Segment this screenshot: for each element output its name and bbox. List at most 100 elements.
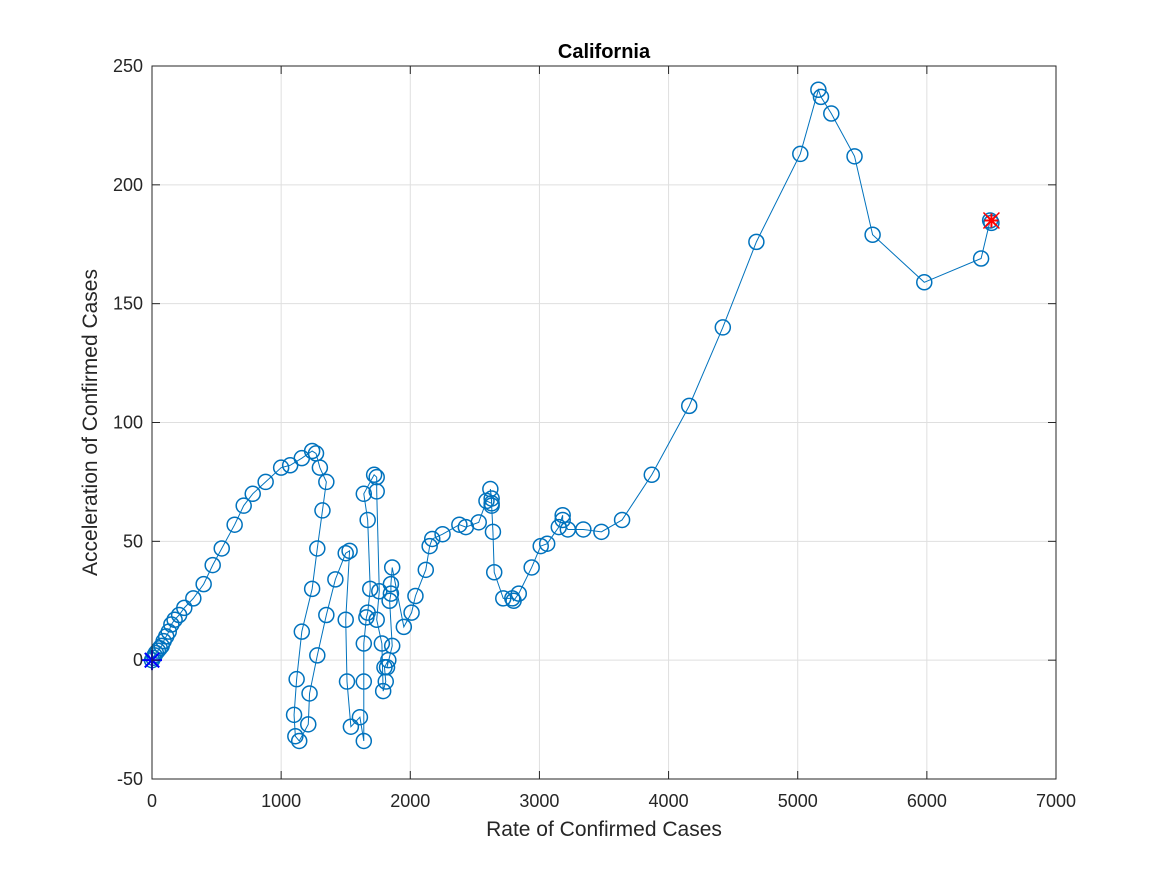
data-point (293, 623, 311, 640)
data-point (287, 727, 304, 745)
data-point (483, 497, 500, 514)
data-point (972, 250, 990, 267)
y-tick-label: -50 (117, 769, 143, 789)
data-point (554, 506, 571, 524)
data-point (395, 618, 413, 636)
data-point (337, 544, 354, 562)
data-point (257, 473, 274, 491)
data-point (613, 511, 631, 529)
x-tick-label: 2000 (390, 791, 430, 811)
data-point (303, 442, 321, 460)
data-point (309, 647, 326, 664)
data-point (483, 490, 500, 507)
data-point (421, 537, 438, 555)
data-point (300, 716, 317, 733)
data-point (846, 148, 863, 165)
data-point (510, 585, 528, 602)
data-point (195, 575, 212, 593)
data-point (311, 459, 329, 476)
data-point (185, 590, 202, 607)
data-point (368, 611, 385, 629)
data-point (362, 580, 379, 598)
x-tick-label: 4000 (649, 791, 689, 811)
data-point (382, 585, 400, 602)
data-point (213, 540, 230, 557)
data-point (470, 514, 487, 531)
data-point (680, 397, 698, 415)
data-point (792, 145, 809, 163)
data-point (204, 556, 221, 574)
data-point (374, 682, 392, 700)
y-tick-label: 200 (113, 175, 143, 195)
data-point (301, 685, 318, 702)
data-point (318, 473, 335, 491)
y-tick-label: 150 (113, 294, 143, 314)
data-point (378, 659, 396, 676)
data-point (359, 511, 376, 529)
data-point (714, 319, 732, 336)
data-point (482, 480, 499, 498)
data-point (176, 599, 193, 617)
data-point (149, 642, 167, 659)
data-point (812, 88, 830, 106)
data-point (554, 511, 571, 529)
data-point (342, 718, 360, 735)
data-point (810, 81, 827, 99)
data-point (575, 521, 592, 538)
x-axis-label: Rate of Confirmed Cases (486, 818, 722, 841)
data-point (523, 559, 540, 576)
data-point (484, 523, 502, 541)
data-point (355, 732, 373, 750)
data-point (244, 485, 261, 503)
y-tick-label: 50 (123, 531, 143, 551)
data-point (383, 559, 401, 576)
data-point (318, 606, 335, 624)
data-point (314, 502, 331, 519)
data-point (355, 635, 373, 652)
data-point (288, 670, 305, 688)
end-marker-x (982, 211, 1000, 230)
data-point (351, 708, 369, 726)
x-tick-label: 5000 (778, 791, 818, 811)
data-point (916, 274, 933, 291)
data-point (381, 592, 398, 609)
data-point (235, 497, 252, 514)
data-point (403, 604, 420, 621)
x-tick-label: 0 (147, 791, 157, 811)
data-point (303, 580, 321, 598)
data-point (272, 459, 290, 476)
y-tick-label: 0 (133, 650, 143, 670)
data-point (338, 673, 356, 690)
x-tick-label: 3000 (519, 791, 559, 811)
data-point (373, 635, 391, 652)
x-tick-label: 6000 (907, 791, 947, 811)
data-point (341, 542, 358, 560)
axis-ticks: 0 1000 2000 3000 4000 5000 6000 7000-5005010015… (113, 56, 1076, 811)
data-point (423, 530, 441, 548)
data-point (864, 226, 881, 243)
data-point (407, 587, 424, 605)
data-point (166, 611, 183, 629)
data-point (748, 233, 765, 251)
series-line (151, 88, 992, 742)
data-point (226, 516, 243, 533)
chart-title: California (558, 41, 651, 63)
data-point (417, 561, 435, 579)
data-point (643, 466, 661, 484)
data-point (309, 540, 326, 557)
data-point (290, 732, 308, 750)
data-point (382, 575, 400, 593)
data-point (327, 571, 344, 588)
x-tick-label: 1000 (261, 791, 301, 811)
data-point (434, 525, 451, 543)
data-point (337, 611, 354, 629)
data-point (485, 563, 503, 581)
y-tick-label: 100 (113, 413, 143, 433)
data-point (285, 706, 303, 724)
y-axis-label: Acceleration of Confirmed Cases (79, 269, 102, 576)
y-tick-label: 250 (113, 56, 143, 76)
data-point (368, 483, 385, 500)
data-point (383, 637, 401, 655)
